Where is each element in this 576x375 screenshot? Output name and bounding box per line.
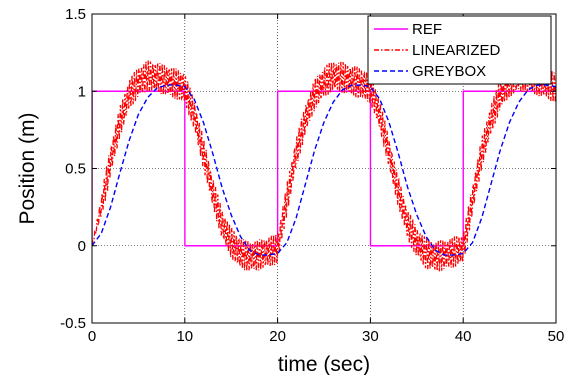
x-tick-label: 10 — [176, 328, 193, 345]
x-tick-label: 0 — [88, 328, 96, 345]
x-tick-label: 40 — [455, 328, 472, 345]
legend-label-linearized: LINEARIZED — [412, 42, 501, 59]
y-tick-label: 0.5 — [65, 161, 86, 178]
y-tick-label: 1.5 — [65, 6, 86, 23]
legend: REF LINEARIZED GREYBOX — [367, 15, 552, 85]
legend-label-greybox: GREYBOX — [412, 63, 486, 80]
series-layer — [92, 60, 556, 272]
x-tick-label: 50 — [548, 328, 565, 345]
y-tick-label: 1 — [78, 83, 86, 100]
x-tick-label: 30 — [362, 328, 379, 345]
x-axis-label: time (sec) — [278, 353, 370, 375]
series-line-linearized — [92, 60, 556, 272]
y-tick-label: 0 — [78, 238, 86, 255]
legend-label-ref: REF — [412, 21, 442, 38]
y-tick-label: -0.5 — [60, 315, 86, 332]
y-axis-label: Position (m) — [16, 112, 39, 224]
series-line-greybox — [92, 84, 556, 256]
x-tick-label: 20 — [269, 328, 286, 345]
ticks: 0 10 20 30 40 50-0.500.511.5 — [60, 6, 564, 345]
